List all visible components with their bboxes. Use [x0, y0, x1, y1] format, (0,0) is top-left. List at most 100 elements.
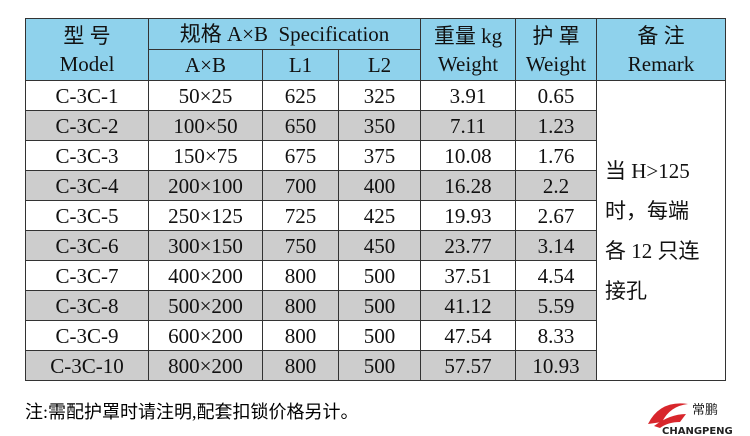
table-row: C-3C-5 250×125 725 425 19.93 2.67 — [25, 200, 726, 231]
table-cell: 19.93 — [420, 200, 516, 231]
header-remark: 备 注 Remark — [596, 18, 726, 81]
table-cell: C-3C-1 — [25, 80, 149, 111]
table-cell: 10.93 — [515, 350, 597, 381]
table-cell: 8.33 — [515, 320, 597, 351]
header-sub: L1 — [262, 49, 339, 81]
table-row: C-3C-8 500×200 800 500 41.12 5.59 — [25, 290, 726, 321]
remark-line: 当 H>125 — [605, 158, 690, 183]
header-text: Weight — [437, 51, 499, 76]
table-cell: 37.51 — [420, 260, 516, 291]
table-cell: 10.08 — [420, 140, 516, 171]
table-cell: 300×150 — [148, 230, 263, 261]
table-cell: C-3C-8 — [25, 290, 149, 321]
table-row: C-3C-7 400×200 800 500 37.51 4.54 — [25, 260, 726, 291]
table-cell: 7.11 — [420, 110, 516, 141]
table-cell: C-3C-5 — [25, 200, 149, 231]
table-cell: C-3C-10 — [25, 350, 149, 381]
table-cell: 57.57 — [420, 350, 516, 381]
logo-icon — [654, 414, 686, 428]
remark-line: 各 12 只连 — [605, 238, 700, 263]
table-cell: 725 — [262, 200, 339, 231]
table-cell: C-3C-4 — [25, 170, 149, 201]
table-row: C-3C-1 50×25 625 325 3.91 0.65 当 H>125 时，每端各 12… — [25, 80, 726, 381]
table-cell: 200×100 — [148, 170, 263, 201]
table-cell: 50×25 — [148, 80, 263, 111]
table-cell: 800 — [262, 350, 339, 381]
remark-line: 接孔 — [605, 278, 647, 303]
logo: 常鹏 CHANGPENG — [648, 403, 733, 436]
table-cell: 350 — [338, 110, 421, 141]
header-weight: 重量 kg Weight — [420, 18, 516, 81]
table-cell: C-3C-3 — [25, 140, 149, 171]
table-cell: 150×75 — [148, 140, 263, 171]
header-text: Specification — [278, 22, 390, 46]
logo-en: CHANGPENG — [662, 426, 733, 436]
table-cell: C-3C-2 — [25, 110, 149, 141]
table-row: C-3C-10 800×200 800 500 57.57 10.93 — [25, 350, 726, 381]
header-guard: 护 罩 Weight — [515, 18, 597, 81]
table-cell: 675 — [262, 140, 339, 171]
table-cell: 41.12 — [420, 290, 516, 321]
table-cell: 800 — [262, 260, 339, 291]
table-cell: 500×200 — [148, 290, 263, 321]
header-text: 备 注 — [637, 23, 685, 48]
table-cell: 2.67 — [515, 200, 597, 231]
table-row: C-3C-6 300×150 750 450 23.77 3.14 — [25, 230, 726, 261]
table-cell: 1.76 — [515, 140, 597, 171]
spec-table: 型 号 Model 规格 A×B Specification 重量 kg Weigh… — [25, 18, 726, 381]
table-cell: 5.59 — [515, 290, 597, 321]
header-model: 型 号 Model — [25, 18, 149, 81]
table-cell: 400×200 — [148, 260, 263, 291]
note: 注:需配护罩时请注明,配套扣锁价格另计。 — [25, 402, 359, 422]
table-row: C-3C-4 200×100 700 400 16.28 2.2 — [25, 170, 726, 201]
table-row: C-3C-2 100×50 650 350 7.11 1.23 — [25, 110, 726, 141]
table-cell: 425 — [338, 200, 421, 231]
table-cell: 750 — [262, 230, 339, 261]
table-cell: 500 — [338, 260, 421, 291]
table-cell: C-3C-7 — [25, 260, 149, 291]
table-header: 型 号 Model 规格 A×B Specification 重量 kg Weigh… — [25, 18, 726, 81]
table-cell: 250×125 — [148, 200, 263, 231]
header-spec: 规格 A×B Specification — [148, 18, 421, 50]
header-text: Weight — [525, 51, 587, 76]
logo-icon — [648, 403, 688, 424]
table-cell: 23.77 — [420, 230, 516, 261]
table-cell: 800 — [262, 290, 339, 321]
table-cell: 625 — [262, 80, 339, 111]
table-cell: 325 — [338, 80, 421, 111]
table-cell: 500 — [338, 320, 421, 351]
table-cell: 500 — [338, 290, 421, 321]
table-row: C-3C-9 600×200 800 500 47.54 8.33 — [25, 320, 726, 351]
table-body: C-3C-1 50×25 625 325 3.91 0.65 当 H>125 时，每端各 12… — [25, 80, 726, 381]
table-cell: 700 — [262, 170, 339, 201]
table-cell: 0.65 — [515, 80, 597, 111]
table-cell: 400 — [338, 170, 421, 201]
table-cell: 4.54 — [515, 260, 597, 291]
remark-line: 时，每端 — [605, 198, 689, 223]
header-text: 型 号 — [63, 23, 111, 48]
logo-cn: 常鹏 — [692, 403, 718, 418]
table-cell: C-3C-9 — [25, 320, 149, 351]
table-cell: 450 — [338, 230, 421, 261]
table-cell: 16.28 — [420, 170, 516, 201]
table-cell: 100×50 — [148, 110, 263, 141]
table-cell: 500 — [338, 350, 421, 381]
header-text: 护 罩 — [532, 23, 580, 48]
header-sub: L2 — [338, 49, 421, 81]
header-text: Model — [59, 51, 115, 76]
header-text: 重量 kg — [433, 23, 503, 48]
table-cell: 3.14 — [515, 230, 597, 261]
table-cell: C-3C-6 — [25, 230, 149, 261]
table-cell: 2.2 — [515, 170, 597, 201]
table-cell: 47.54 — [420, 320, 516, 351]
header-sub: A×B — [148, 49, 263, 81]
header-text: Remark — [627, 51, 695, 76]
table-cell: 1.23 — [515, 110, 597, 141]
table-cell: 800 — [262, 320, 339, 351]
table-cell: 3.91 — [420, 80, 516, 111]
table-cell: 375 — [338, 140, 421, 171]
table-cell: 800×200 — [148, 350, 263, 381]
header-text: 规格 A×B — [179, 22, 268, 46]
table-cell: 650 — [262, 110, 339, 141]
